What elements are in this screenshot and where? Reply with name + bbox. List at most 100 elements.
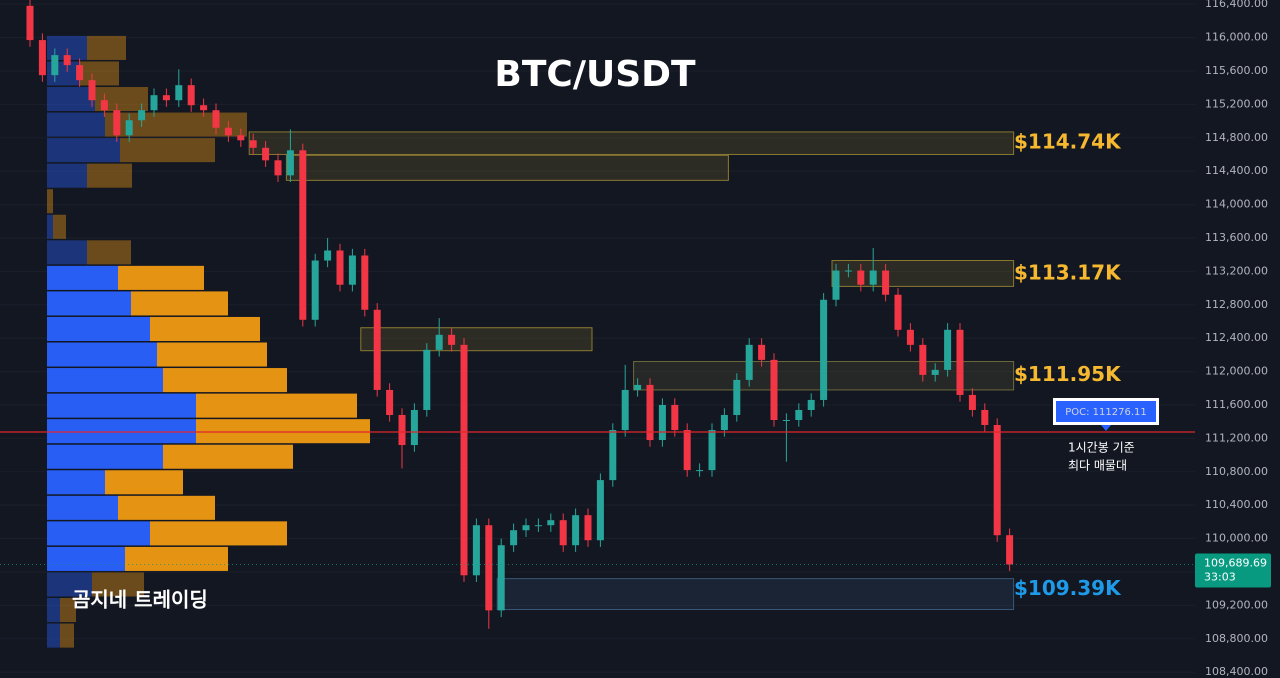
profile-sell [87, 163, 132, 188]
profile-buy [47, 393, 196, 418]
candle-body [150, 95, 158, 111]
candle-body [249, 140, 257, 148]
profile-buy [47, 163, 87, 188]
profile-sell [47, 189, 53, 214]
candle-body [497, 545, 505, 611]
candle-body [758, 344, 766, 360]
candle-body [113, 110, 121, 136]
poc-note: 1시간봉 기준 [1068, 441, 1135, 455]
y-tick-label: 108,800.00 [1205, 632, 1268, 645]
level-label: $114.74K [1014, 129, 1122, 153]
candle-body [956, 329, 964, 395]
zone [248, 131, 1015, 155]
zone [496, 578, 1015, 611]
candle-body [472, 525, 480, 576]
profile-buy [47, 265, 118, 290]
profile-sell [53, 214, 66, 239]
candle-body [646, 384, 654, 441]
profile-sell [150, 316, 260, 342]
candle-body [410, 409, 418, 446]
zone [360, 327, 593, 352]
y-tick-label: 109,200.00 [1205, 598, 1268, 611]
price-axis: 116,400.00 116,000.00 115,600.00 115,200.00… [1195, 0, 1280, 678]
candle-body [832, 270, 840, 300]
candle-body [534, 525, 542, 527]
candle-body [162, 95, 170, 101]
candle-body [200, 105, 208, 111]
poc-box [1056, 401, 1156, 422]
profile-sell [150, 521, 287, 546]
candle-body [26, 5, 34, 41]
y-tick-label: 111,600.00 [1205, 398, 1268, 411]
candle-body [720, 414, 728, 431]
price-tag-label: 109,689.69 [1204, 556, 1267, 569]
candle-body [386, 389, 394, 415]
candle-body [609, 430, 617, 481]
y-tick-label: 112,400.00 [1205, 331, 1268, 344]
candle-body [547, 520, 555, 526]
profile-buy [47, 342, 157, 367]
level-label: $111.95K [1014, 362, 1122, 386]
profile-sell [105, 470, 183, 495]
watermark: 곰지네 트레이딩 [72, 588, 208, 612]
zones: $114.74K $113.17K $111.95K $109.39K [248, 129, 1122, 611]
profile-sell [120, 138, 215, 163]
y-tick-label: 112,000.00 [1205, 365, 1268, 378]
profile-sell [157, 342, 267, 367]
candle-body [138, 110, 146, 121]
candle-body [324, 250, 332, 261]
profile-buy [47, 470, 105, 495]
candle-body [299, 150, 307, 320]
level-label: $113.17K [1014, 260, 1122, 284]
candle-body [100, 100, 108, 111]
candle-body [782, 419, 790, 421]
candle-body [423, 349, 431, 410]
candle-body [125, 120, 133, 136]
y-tick-label: 111,200.00 [1205, 431, 1268, 444]
candle-body [361, 255, 369, 310]
candle-body [435, 334, 443, 350]
candle-body [559, 520, 567, 546]
candle-body [931, 369, 939, 375]
y-tick-label: 114,800.00 [1205, 131, 1268, 144]
price-tag-countdown: 33:03 [1204, 570, 1236, 583]
candle-body [993, 425, 1001, 536]
candles [26, 0, 1014, 629]
candle-body [658, 404, 666, 441]
chart-title: BTC/USDT [494, 54, 696, 95]
profile-sell [60, 623, 74, 648]
candle-body [894, 294, 902, 330]
candle-body [981, 409, 989, 426]
profile-sell [196, 393, 357, 418]
profile-buy [47, 444, 163, 469]
candle-body [311, 260, 319, 320]
candle-body [869, 270, 877, 285]
profile-buy [47, 316, 150, 342]
y-tick-label: 116,000.00 [1205, 31, 1268, 44]
candle-body [634, 384, 642, 390]
y-tick-label: 115,600.00 [1205, 64, 1268, 77]
profile-sell [92, 572, 144, 597]
y-tick-label: 112,800.00 [1205, 298, 1268, 311]
profile-buy [47, 138, 120, 163]
y-tick-label: 114,400.00 [1205, 164, 1268, 177]
profile-buy [47, 87, 95, 112]
candle-body [76, 65, 84, 81]
candle-body [212, 110, 220, 128]
candle-body [906, 329, 914, 345]
candle-body [237, 135, 245, 141]
candle-body [398, 414, 406, 446]
y-tick-label: 115,200.00 [1205, 97, 1268, 110]
profile-buy [47, 521, 150, 546]
profile-buy [47, 419, 196, 444]
candle-body [745, 344, 753, 380]
profile-sell [163, 444, 293, 469]
profile-buy [47, 368, 163, 393]
profile-buy [47, 495, 118, 520]
candle-body [968, 394, 976, 410]
candle-body [696, 470, 704, 472]
profile-sell [118, 495, 215, 520]
profile-sell [80, 61, 119, 86]
